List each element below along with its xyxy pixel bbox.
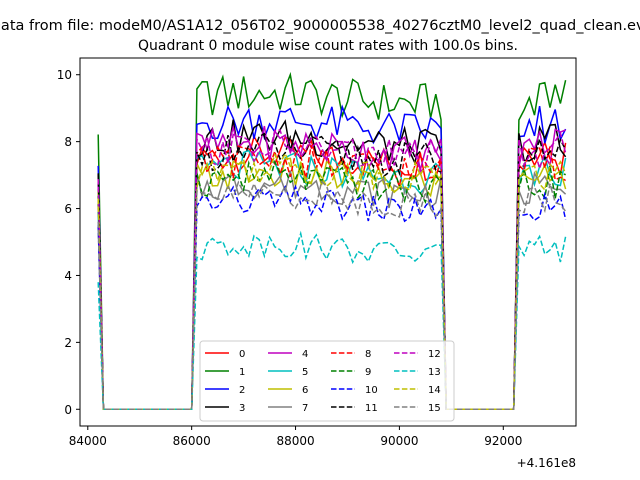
plot-frame: [79, 57, 577, 427]
legend-label: 14: [428, 385, 441, 396]
legend-label: 6: [302, 385, 308, 396]
legend-label: 0: [239, 349, 245, 360]
legend-label: 5: [302, 367, 308, 378]
y-tick-label: 0: [64, 403, 72, 417]
y-tick-label: 4: [64, 269, 72, 283]
legend-label: 2: [239, 385, 245, 396]
legend-label: 15: [428, 403, 441, 414]
series-line-14: [97, 151, 567, 411]
y-tick-label: 10: [57, 68, 72, 82]
chart-suptitle: Data from file: modeM0/AS1A12_056T02_900…: [0, 18, 640, 34]
legend-label: 3: [239, 403, 245, 414]
x-tick-label: 90000: [380, 434, 418, 448]
chart-title: Quadrant 0 module wise count rates with …: [138, 38, 518, 54]
x-tick-label: 88000: [276, 434, 314, 448]
legend-label: 10: [365, 385, 378, 396]
legend-label: 4: [302, 349, 308, 360]
legend-box: [199, 340, 455, 422]
x-offset-label: +4.161e8: [517, 456, 576, 470]
legend-label: 12: [428, 349, 441, 360]
legend-label: 8: [365, 349, 371, 360]
series-layer: [97, 71, 567, 411]
y-tick-label: 2: [64, 336, 72, 350]
x-tick-label: 86000: [173, 434, 211, 448]
legend-label: 13: [428, 367, 441, 378]
legend-label: 11: [365, 403, 378, 414]
y-tick-label: 6: [64, 202, 72, 216]
y-tick-label: 8: [64, 135, 72, 149]
legend-label: 7: [302, 403, 308, 414]
legend-label: 1: [239, 367, 245, 378]
x-tick-label: 84000: [69, 434, 107, 448]
series-line-15: [97, 180, 567, 411]
x-tick-label: 92000: [484, 434, 522, 448]
legend-label: 9: [365, 367, 371, 378]
